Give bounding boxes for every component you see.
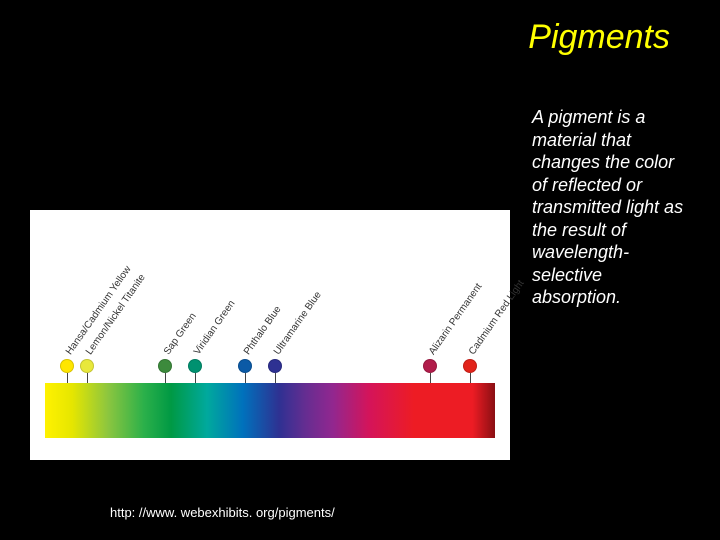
pigment-dot [80, 359, 94, 373]
pigment-tick [67, 373, 68, 383]
pigment-dot [423, 359, 437, 373]
page-title: Pigments [528, 18, 670, 57]
pigment-dot [158, 359, 172, 373]
pigment-dot [188, 359, 202, 373]
pigment-label: Viridian Green [192, 298, 238, 357]
pigment-label: Ultramarine Blue [272, 290, 324, 357]
pigment-tick [195, 373, 196, 383]
pigment-tick [245, 373, 246, 383]
definition-text: A pigment is a material that changes the… [532, 106, 684, 309]
pigment-tick [165, 373, 166, 383]
pigment-dot [60, 359, 74, 373]
pigment-dot [238, 359, 252, 373]
pigment-tick [430, 373, 431, 383]
pigment-dot [268, 359, 282, 373]
pigment-spectrum-figure: Hansa/Cadmium YellowLemon/Nickel Titanit… [30, 210, 510, 460]
visible-spectrum-band [45, 383, 495, 438]
pigment-dot [463, 359, 477, 373]
pigment-tick [87, 373, 88, 383]
citation-text: http: //www. webexhibits. org/pigments/ [110, 505, 335, 520]
pigment-tick [275, 373, 276, 383]
pigment-tick [470, 373, 471, 383]
